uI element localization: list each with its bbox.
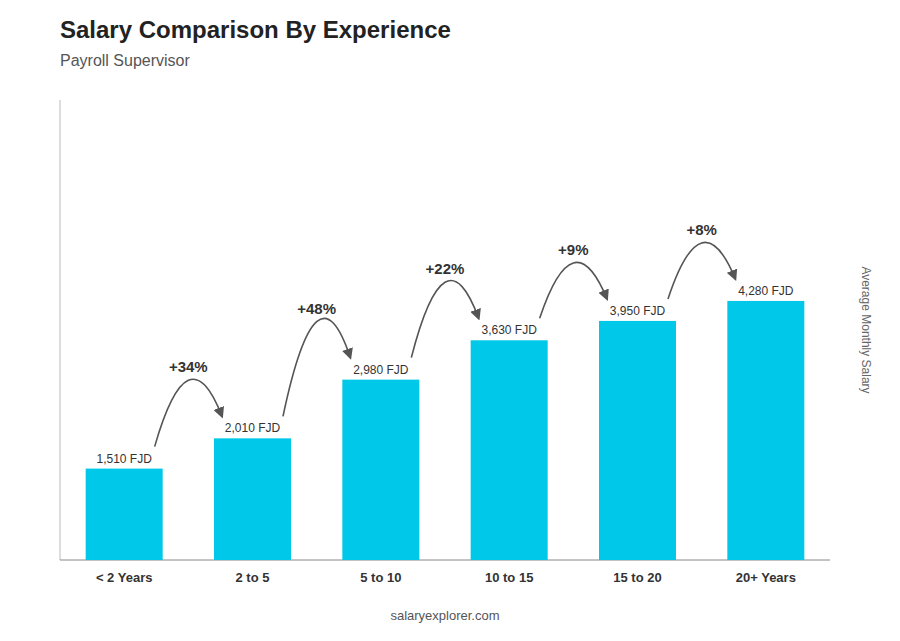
change-label: +9% <box>558 241 588 258</box>
subtitle: Payroll Supervisor <box>60 52 191 69</box>
x-tick-label: 10 to 15 <box>485 570 533 585</box>
x-axis-line <box>60 560 830 561</box>
x-tick-label: 5 to 10 <box>360 570 401 585</box>
data-label: 3,950 FJD <box>610 304 666 318</box>
bars <box>86 301 805 560</box>
x-tick-label: 15 to 20 <box>613 570 661 585</box>
bar <box>471 340 548 560</box>
data-label: 4,280 FJD <box>738 284 794 298</box>
x-tick-label: < 2 Years <box>96 570 153 585</box>
title: Salary Comparison By Experience <box>60 16 451 43</box>
data-label: 1,510 FJD <box>96 452 152 466</box>
bar <box>86 469 163 560</box>
change-label: +34% <box>169 358 208 375</box>
bar <box>727 301 804 560</box>
change-label: +22% <box>426 260 465 277</box>
change-arrow <box>540 262 607 318</box>
bar <box>342 380 419 560</box>
data-label: 2,980 FJD <box>353 363 409 377</box>
bar <box>214 438 291 560</box>
data-label: 2,010 FJD <box>225 421 281 435</box>
y-axis-label: Average Monthly Salary <box>859 266 873 393</box>
change-arrow <box>411 281 478 358</box>
change-arrow <box>668 242 735 299</box>
change-label: +8% <box>686 221 716 238</box>
change-arrow <box>283 318 350 416</box>
x-tick-label: 2 to 5 <box>236 570 270 585</box>
change-arrow <box>155 379 222 446</box>
change-label: +48% <box>297 300 336 317</box>
bar <box>599 321 676 560</box>
footer: salaryexplorer.com <box>390 608 499 623</box>
y-axis-line <box>60 100 61 560</box>
x-tick-label: 20+ Years <box>736 570 796 585</box>
chart: Salary Comparison By Experience Payroll S… <box>0 0 900 641</box>
data-label: 3,630 FJD <box>481 323 537 337</box>
